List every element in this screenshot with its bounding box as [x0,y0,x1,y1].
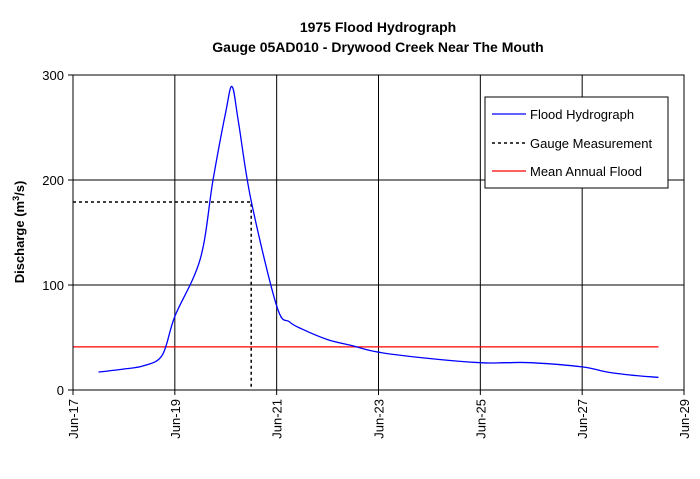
y-axis-label-tail: /s) [12,181,27,196]
x-tick-label: Jun-23 [372,399,387,439]
y-axis-label-main: Discharge (m [12,201,27,283]
y-tick-label: 300 [42,68,64,83]
legend: Flood Hydrograph Gauge Measurement Mean … [484,96,669,189]
y-tick-label: 100 [42,278,64,293]
x-tick-label: Jun-27 [575,399,590,439]
x-tick-label: Jun-25 [473,399,488,439]
x-tick-label: Jun-21 [270,399,285,439]
x-axis: Jun-17 Jun-19 Jun-21 Jun-23 Jun-25 Jun-27 Jun-… [66,390,692,439]
y-axis: 0 100 200 300 [42,68,73,398]
y-axis-label: Discharge (m3/s) [11,181,27,284]
chart-title: 1975 Flood Hydrograph [300,19,456,35]
legend-box [484,96,669,189]
x-tick-label: Jun-17 [66,399,81,439]
legend-label-gauge-measurement: Gauge Measurement [530,136,653,151]
y-tick-label: 0 [57,383,64,398]
y-axis-label-superscript: 3 [11,196,21,201]
series-layer [73,85,659,390]
y-tick-label: 200 [42,173,64,188]
chart-subtitle: Gauge 05AD010 - Drywood Creek Near The M… [212,39,543,55]
x-tick-label: Jun-29 [677,399,692,439]
series-flood-hydrograph [98,85,659,379]
legend-label-flood-hydrograph: Flood Hydrograph [530,107,634,122]
x-tick-label: Jun-19 [168,399,183,439]
legend-label-mean-annual-flood: Mean Annual Flood [530,164,642,179]
